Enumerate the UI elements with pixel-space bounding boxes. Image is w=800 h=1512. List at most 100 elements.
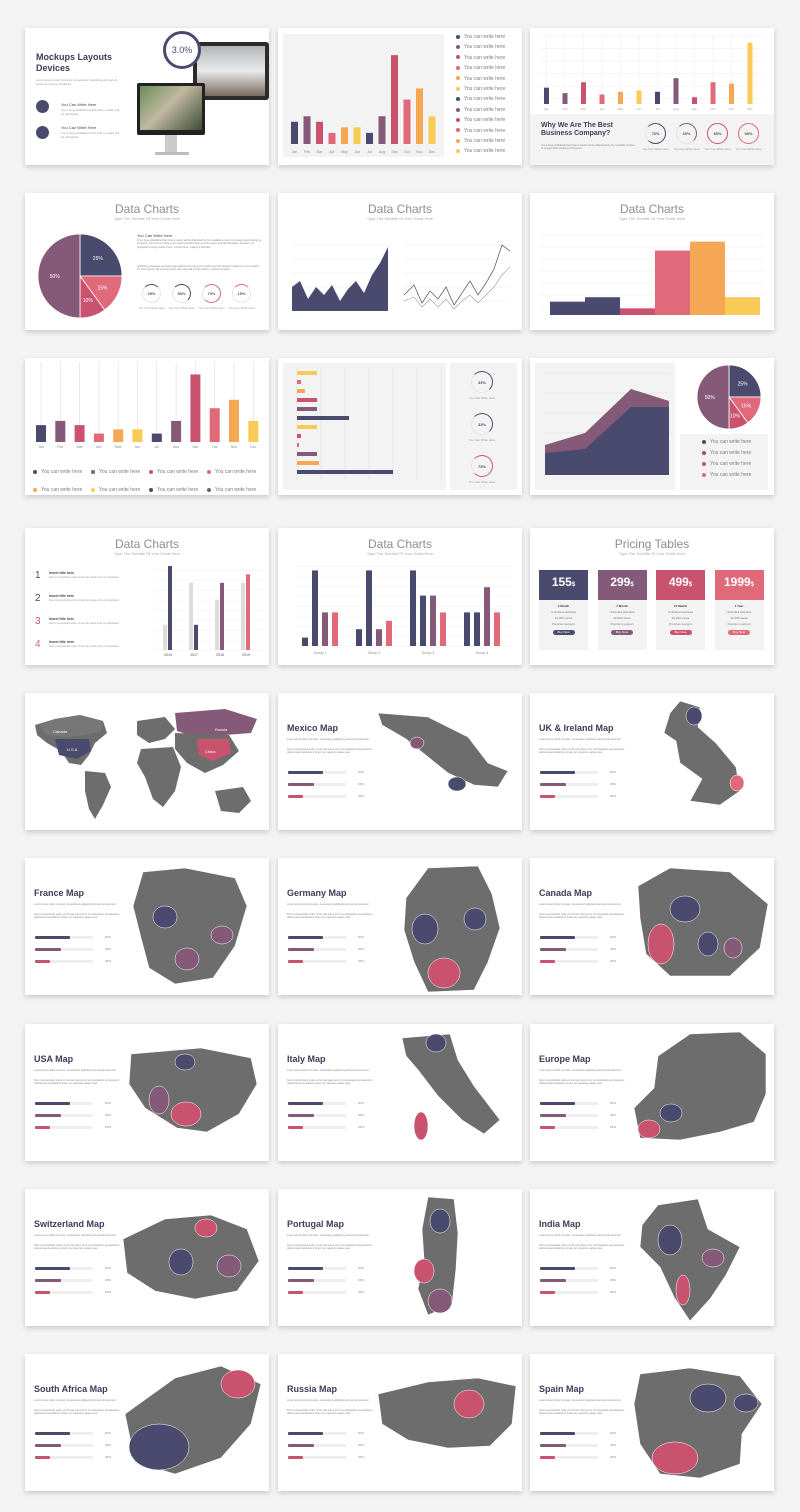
slide-map[interactable]: France Map Lorem ipsum dolor sit amet, co… <box>25 858 269 995</box>
progress-bar <box>288 1279 346 1282</box>
slide-map[interactable]: UK & Ireland Map Lorem ipsum dolor sit am… <box>530 693 774 830</box>
x-tick-label: Oct <box>711 107 716 111</box>
bar <box>690 241 725 315</box>
legend-item: You can write here <box>149 467 207 478</box>
slide-map[interactable]: Switzerland Map Lorem ipsum dolor sit ame… <box>25 1189 269 1326</box>
slide-bar-legend[interactable]: Jan Feb Mar Apr May Jun Jul Aug Sep Oct Nov Dec You… <box>278 28 522 165</box>
slide-map[interactable]: Italy Map Lorem ipsum dolor sit amet, con… <box>278 1024 522 1161</box>
buy-now-button[interactable]: Buy Now <box>611 630 633 635</box>
buy-now-button[interactable]: Buy Now <box>669 630 692 635</box>
slide-map[interactable]: India Map Lorem ipsum dolor sit amet, con… <box>530 1189 774 1326</box>
map-text-2: Sed ut perspiciatis unde omnis iste natu… <box>287 913 373 920</box>
legend-dot <box>456 45 460 50</box>
progress-bar <box>288 1291 346 1294</box>
progress-fill <box>35 1126 50 1129</box>
monthly-bar-chart: Jan Feb Mar Apr May Jun Jul Aug Sep Oct Nov Dec <box>540 34 762 111</box>
legend-dot <box>456 86 460 91</box>
legend-dot <box>456 34 460 39</box>
x-tick-label: Jan <box>292 150 298 154</box>
progress-fill <box>540 1102 575 1105</box>
legend-label: You can write here <box>464 75 506 82</box>
bar <box>420 595 426 646</box>
highlighted-region <box>128 1423 190 1471</box>
line-series-2 <box>403 266 511 310</box>
slide-data-charts-groups[interactable]: Data Charts Type The Subtitle Of Your Gr… <box>278 528 522 665</box>
highlighted-region <box>447 776 467 792</box>
bar <box>386 620 392 646</box>
progress-ring: 70% <box>645 123 666 144</box>
slide-data-charts-bar[interactable]: Data Charts Type The Subtitle Of Your Gr… <box>530 193 774 330</box>
bar <box>302 637 308 646</box>
slide-title: Data Charts <box>114 202 180 216</box>
progress-percent: 60% <box>610 1266 617 1270</box>
stacked-area-chart <box>543 372 671 475</box>
progress-percent: 45% <box>105 947 112 951</box>
pricing-column: 1999$ Exclusive Invest 1 Year Unlimited web… <box>714 570 764 650</box>
slide-data-charts-area-line[interactable]: Data Charts Type The Subtitle Of Your Gr… <box>278 193 522 330</box>
map-text-2: Sed ut perspiciatis unde omnis iste natu… <box>539 1409 625 1416</box>
progress-percent: 60% <box>610 770 617 774</box>
legend-label: You can write here <box>41 469 83 475</box>
slide-subtitle: Type The Subtitle Of Your Great Here <box>366 551 434 556</box>
highlighted-region <box>170 1101 202 1127</box>
buy-now-button[interactable]: Buy Now <box>728 630 750 635</box>
progress-percent: 25% <box>358 959 365 963</box>
legend-item: You can write here <box>456 146 505 156</box>
slide-pricing-tables[interactable]: Pricing Tables Type The Subtitle Of Your… <box>530 528 774 665</box>
progress-bar <box>35 960 93 963</box>
slide-horizontal-bars[interactable]: 33% You Can Write Here 33% You Can Write He… <box>278 358 522 495</box>
pie-slice <box>79 233 123 277</box>
legend-item: You can write here <box>91 485 149 495</box>
pie-label: 15% <box>97 285 108 291</box>
slide-map[interactable]: Europe Map Lorem ipsum dolor sit amet, co… <box>530 1024 774 1161</box>
slide-map[interactable]: South Africa Map Lorem ipsum dolor sit am… <box>25 1354 269 1491</box>
slide-map[interactable]: USA Map Lorem ipsum dolor sit amet, conse… <box>25 1024 269 1161</box>
panel-heading: Why We Are The Best Business Company? <box>541 122 613 137</box>
highlighted-region <box>174 947 200 971</box>
progress-bar <box>288 1456 346 1459</box>
slide-world-map[interactable]: Canada U.S.A Russia China <box>25 693 269 830</box>
legend-dot <box>456 128 460 133</box>
slide-subtitle: Type The Subtitle Of Your Great Here <box>113 216 181 221</box>
slide-map[interactable]: Spain Map Lorem ipsum dolor sit amet, con… <box>530 1354 774 1491</box>
plan-feature: 10,000 views <box>554 616 573 620</box>
legend-dot <box>702 472 706 477</box>
country-map <box>633 1031 767 1141</box>
x-tick-label: Jul <box>656 107 660 111</box>
plan-period: 1 Year <box>734 604 744 608</box>
slide-mockup-devices[interactable]: Mockups Layouts Devices Lorem ipsum dolo… <box>25 28 269 165</box>
legend-label: You can write here <box>464 106 506 113</box>
x-tick-label: Nov <box>729 107 735 111</box>
slide-map[interactable]: Canada Map Lorem ipsum dolor sit amet, co… <box>530 858 774 995</box>
slide-data-charts-pie[interactable]: Data Charts Type The Subtitle Of Your Gr… <box>25 193 269 330</box>
map-label: Canada <box>53 729 68 734</box>
progress-percent: 45% <box>105 1443 112 1447</box>
highlighted-region <box>651 1441 699 1475</box>
slide-map[interactable]: Portugal Map Lorem ipsum dolor sit amet, … <box>278 1189 522 1326</box>
slide-columns-legend[interactable]: Jan Feb Mar Apr May Jun Jul Aug Sep Oct Nov Dec You… <box>25 358 269 495</box>
slide-data-charts-list[interactable]: Data Charts Type The Subtitle Of Your Gr… <box>25 528 269 665</box>
pricing-column: 499$ Unique Invest 10 Month Unlimited websi… <box>656 570 705 650</box>
pricing-header: 155$ Basic Invest <box>539 570 588 603</box>
bar <box>484 587 490 646</box>
slide-business-company[interactable]: Jan Feb Mar Apr May Jun Jul Aug Sep Oct Nov Dec Why… <box>530 28 774 165</box>
buy-now-button[interactable]: Buy Now <box>552 630 575 635</box>
x-tick-label: Nov <box>231 445 237 448</box>
slide-map[interactable]: Russia Map Lorem ipsum dolor sit amet, co… <box>278 1354 522 1491</box>
legend-label: You can write here <box>464 65 506 72</box>
progress-fill <box>288 1279 315 1282</box>
slide-area-pie[interactable]: 25% 15% 10% 50% You can write here You can w… <box>530 358 774 495</box>
progress-percent: 45% <box>358 1443 365 1447</box>
progress-bar <box>288 783 346 786</box>
pie-label: 10% <box>730 413 741 419</box>
progress-bar <box>288 1114 346 1117</box>
map-text-1: Lorem ipsum dolor sit amet, consectetur … <box>539 1234 621 1237</box>
plan-currency: $ <box>571 582 576 588</box>
map-title: UK & Ireland Map <box>539 723 614 733</box>
slide-map[interactable]: Mexico Map Lorem ipsum dolor sit amet, co… <box>278 693 522 830</box>
laptop-base <box>155 152 189 155</box>
country-shape <box>377 712 509 788</box>
slide-map[interactable]: Germany Map Lorem ipsum dolor sit amet, c… <box>278 858 522 995</box>
plan-feature: Premium support <box>610 622 634 626</box>
x-tick-label: Aug <box>173 445 179 448</box>
